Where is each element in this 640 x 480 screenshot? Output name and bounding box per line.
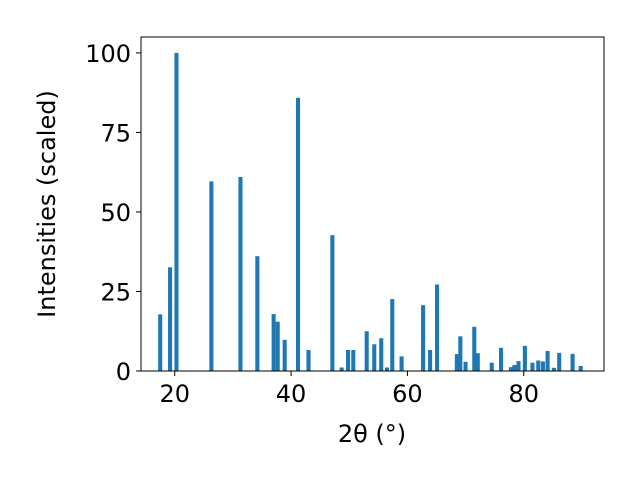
bar bbox=[238, 176, 243, 371]
bar bbox=[499, 347, 504, 371]
bar bbox=[475, 353, 480, 371]
bar bbox=[578, 365, 583, 371]
x-axis-ticks: 20 40 60 80 bbox=[159, 371, 539, 408]
bar bbox=[351, 350, 356, 371]
plot-frame bbox=[140, 36, 605, 372]
bars bbox=[158, 52, 583, 372]
y-tick-label: 50 bbox=[100, 199, 131, 227]
x-tick-label: 40 bbox=[276, 380, 307, 408]
bar bbox=[158, 314, 163, 371]
bar bbox=[282, 339, 287, 371]
bar bbox=[516, 361, 521, 371]
bar bbox=[174, 52, 179, 372]
x-axis-label: 2θ (°) bbox=[338, 420, 406, 448]
y-tick-label: 100 bbox=[85, 40, 131, 68]
bar bbox=[522, 345, 527, 371]
y-tick-label: 75 bbox=[100, 119, 131, 147]
bar bbox=[296, 97, 301, 371]
bar bbox=[472, 326, 477, 371]
bar bbox=[346, 350, 351, 371]
y-tick-label: 25 bbox=[100, 278, 131, 306]
bar bbox=[540, 361, 545, 371]
x-tick-label: 80 bbox=[508, 380, 539, 408]
bar bbox=[421, 305, 426, 371]
bar bbox=[330, 235, 335, 371]
bar bbox=[364, 331, 369, 371]
bar bbox=[545, 350, 550, 371]
bar bbox=[209, 181, 214, 371]
bar bbox=[435, 284, 440, 371]
x-tick-label: 20 bbox=[159, 380, 190, 408]
x-tick-label: 60 bbox=[392, 380, 423, 408]
bar bbox=[512, 364, 517, 371]
y-axis-ticks: 0 25 50 75 100 bbox=[85, 40, 141, 386]
bar bbox=[551, 367, 557, 371]
bar bbox=[557, 352, 562, 371]
plot-background bbox=[141, 37, 604, 371]
bar bbox=[306, 350, 311, 371]
bar bbox=[570, 353, 575, 371]
y-tick-label: 0 bbox=[116, 358, 131, 386]
bar bbox=[428, 350, 433, 371]
bar bbox=[390, 299, 395, 371]
bar bbox=[339, 367, 344, 371]
bar bbox=[399, 356, 404, 371]
bar bbox=[536, 360, 541, 371]
bar bbox=[489, 362, 494, 371]
bar bbox=[275, 321, 280, 371]
bar bbox=[508, 367, 513, 371]
bar bbox=[385, 367, 390, 371]
bar bbox=[458, 336, 463, 371]
bar bbox=[271, 314, 276, 371]
bar bbox=[168, 267, 173, 371]
bar bbox=[463, 361, 468, 371]
bar bbox=[372, 344, 377, 371]
y-axis-label: Intensities (scaled) bbox=[33, 90, 61, 318]
bar bbox=[379, 338, 384, 371]
bar bbox=[255, 256, 260, 371]
bar bbox=[530, 362, 535, 371]
bar bbox=[454, 354, 459, 371]
